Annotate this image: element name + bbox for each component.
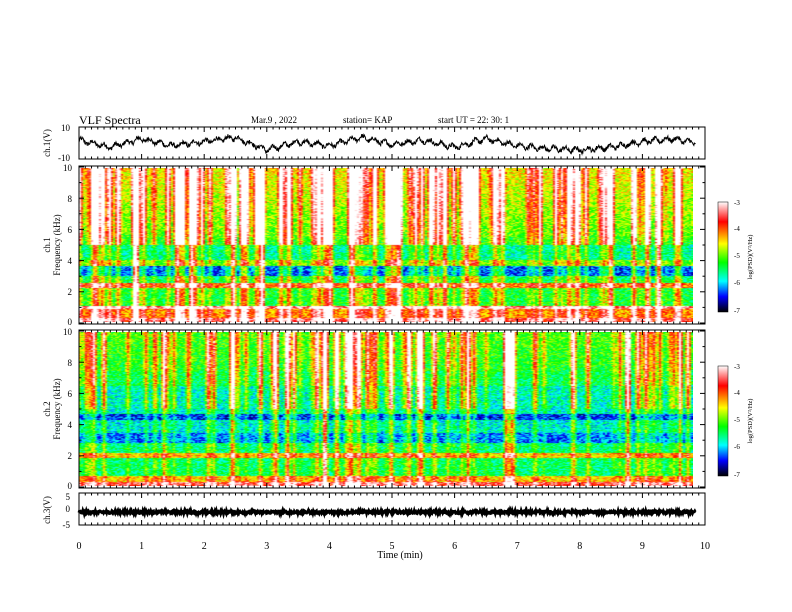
ch1-frequency-ylabel: Frequency (kHz) — [52, 214, 62, 275]
ch2-channel-label: ch.2 — [42, 401, 52, 416]
xtick-label: 0 — [77, 541, 82, 552]
spec1-ytick: 0 — [68, 317, 73, 327]
xtick-label: 4 — [327, 541, 332, 552]
ch3-ytick: -5 — [63, 520, 71, 530]
spec2-ytick: 0 — [68, 481, 73, 491]
ch1-ytick-bottom: -10 — [58, 153, 70, 163]
cb1-tick: -5 — [734, 252, 740, 260]
ch1-spectrogram-image — [79, 168, 693, 322]
x-axis-label: Time (min) — [377, 550, 422, 561]
ch2-colorbar-label: log(PSD)(V²/Hz) — [747, 399, 754, 444]
cb1-tick: -3 — [734, 199, 740, 207]
cb2-tick: -6 — [734, 443, 740, 451]
ch3-ytick: 0 — [66, 504, 71, 514]
xtick-label: 9 — [640, 541, 645, 552]
cb2-tick: -7 — [734, 471, 740, 479]
ch1-waveform-trace — [78, 133, 696, 156]
spec1-ytick: 2 — [68, 287, 73, 297]
xtick-label: 3 — [264, 541, 269, 552]
xtick-label: 8 — [577, 541, 582, 552]
spec1-ytick: 4 — [68, 256, 73, 266]
spec1-ytick: 6 — [68, 225, 73, 235]
ch1-colorbar-frame — [717, 201, 729, 313]
xtick-label: 1 — [139, 541, 144, 552]
ch1-ytick-top: 10 — [61, 123, 71, 133]
chart-title: VLF Spectra — [79, 113, 141, 127]
xtick-label: 7 — [515, 541, 520, 552]
cb2-tick: -5 — [734, 416, 740, 424]
ch1-waveform-ylabel: ch.1(V) — [42, 129, 52, 157]
cb2-tick: -3 — [734, 363, 740, 371]
spec2-ytick: 10 — [63, 327, 73, 337]
ch3-waveform-ylabel: ch.3(V) — [42, 496, 52, 524]
ch3-ytick: 5 — [66, 492, 71, 502]
spec2-ytick: 4 — [68, 420, 73, 430]
cb2-tick: -4 — [734, 389, 740, 397]
date-label: Mar.9 , 2022 — [251, 115, 297, 125]
station-label: station= KAP — [343, 115, 393, 125]
cb1-tick: -4 — [734, 225, 740, 233]
ch3-waveform-trace — [77, 505, 697, 520]
ch2-spectrogram-image — [79, 332, 693, 486]
spec1-ytick: 10 — [63, 163, 73, 173]
spec2-ytick: 8 — [68, 358, 73, 368]
start-time-label: start UT = 22: 30: 1 — [438, 115, 510, 125]
ch1-colorbar — [718, 202, 728, 312]
spec2-ytick: 2 — [68, 451, 73, 461]
ch2-colorbar-frame — [717, 365, 729, 477]
ch2-frequency-ylabel: Frequency (kHz) — [52, 378, 62, 439]
spec1-ytick: 8 — [68, 194, 73, 204]
ch1-colorbar-label: log(PSD)(V²/Hz) — [747, 235, 754, 280]
xtick-label: 10 — [700, 541, 710, 552]
spec2-ytick: 6 — [68, 389, 73, 399]
ch2-colorbar — [718, 366, 728, 476]
ch1-channel-label: ch.1 — [42, 237, 52, 252]
xtick-label: 2 — [202, 541, 207, 552]
cb1-tick: -7 — [734, 307, 740, 315]
xtick-label: 6 — [452, 541, 457, 552]
xtick-label: 5 — [390, 541, 395, 552]
cb1-tick: -6 — [734, 279, 740, 287]
